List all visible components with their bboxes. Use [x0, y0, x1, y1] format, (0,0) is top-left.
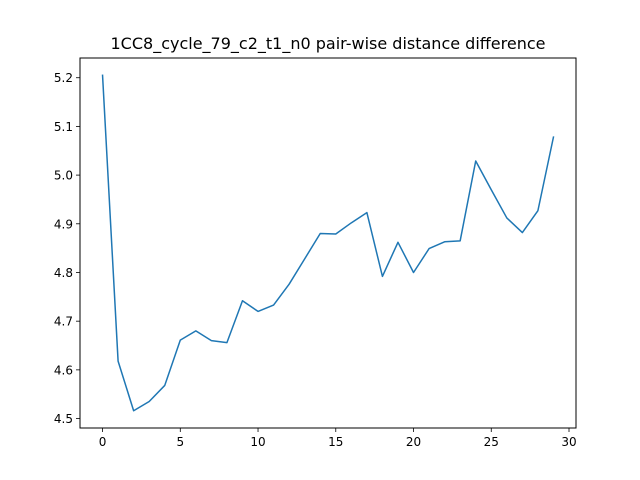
y-tick-label: 5.0: [54, 169, 73, 183]
y-tick-label: 5.2: [54, 71, 73, 85]
y-tick-label: 4.7: [54, 315, 73, 329]
y-tick-label: 4.9: [54, 217, 73, 231]
x-tick-label: 25: [484, 435, 499, 449]
chart-title: 1CC8_cycle_79_c2_t1_n0 pair-wise distanc…: [111, 34, 546, 54]
y-tick-label: 4.5: [54, 412, 73, 426]
plot-area: 0 5 10 15 20 25 30 4.5 4.6 4.7 4.8 4.9 5.0 5.1 5.2: [54, 57, 577, 449]
series-line-1: [101, 74, 555, 412]
x-axis: 0 5 10 15 20 25 30: [99, 428, 577, 449]
series-layer: [101, 74, 555, 412]
y-axis: 4.5 4.6 4.7 4.8 4.9 5.0 5.1 5.2: [54, 71, 80, 426]
x-tick-label: 20: [406, 435, 421, 449]
x-tick-label: 10: [250, 435, 265, 449]
x-tick-label: 0: [99, 435, 107, 449]
x-tick-label: 15: [328, 435, 343, 449]
y-tick-label: 4.8: [54, 266, 73, 280]
y-tick-label: 4.6: [54, 363, 73, 377]
x-tick-label: 5: [176, 435, 184, 449]
axes-frame: [79, 57, 577, 429]
y-tick-label: 5.1: [54, 120, 73, 134]
x-tick-label: 30: [561, 435, 576, 449]
